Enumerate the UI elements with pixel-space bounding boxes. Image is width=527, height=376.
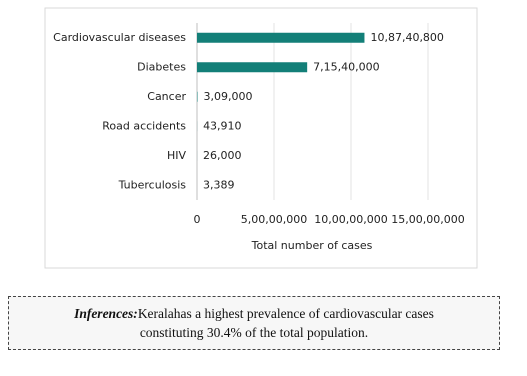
value-label: 3,09,000 <box>203 90 252 103</box>
inference-box: Inferences:Keralahas a highest prevalenc… <box>8 296 500 350</box>
value-label: 3,389 <box>203 178 235 191</box>
value-label: 43,910 <box>203 119 242 132</box>
y-tick-label: Cardiovascular diseases <box>53 31 186 44</box>
x-tick-label: 0 <box>194 213 201 226</box>
inference-text: constituting 30.4% of the total populati… <box>139 325 369 340</box>
x-tick-label: 10,00,00,000 <box>314 213 387 226</box>
chart-frame <box>44 7 478 269</box>
y-tick-label: Road accidents <box>102 119 186 132</box>
y-tick-label: Cancer <box>147 90 186 103</box>
y-tick-label: HIV <box>167 149 187 162</box>
y-tick-label: Diabetes <box>137 60 186 73</box>
inference-text: Keralahas a highest prevalence of cardio… <box>137 306 434 321</box>
chart: Total number of cases 0 5,00,00,000 10,00,… <box>44 7 478 269</box>
value-label: 10,87,40,800 <box>370 31 443 44</box>
bar <box>197 32 365 43</box>
bar <box>197 62 308 73</box>
value-label: 26,000 <box>203 149 242 162</box>
value-label: 7,15,40,000 <box>313 60 379 73</box>
inference-label: Inferences: <box>74 306 138 321</box>
x-tick-label: 5,00,00,000 <box>241 213 307 226</box>
x-axis-label: Total number of cases <box>251 239 373 252</box>
x-tick-label: 15,00,00,000 <box>391 213 464 226</box>
y-tick-label: Tuberculosis <box>118 178 187 191</box>
